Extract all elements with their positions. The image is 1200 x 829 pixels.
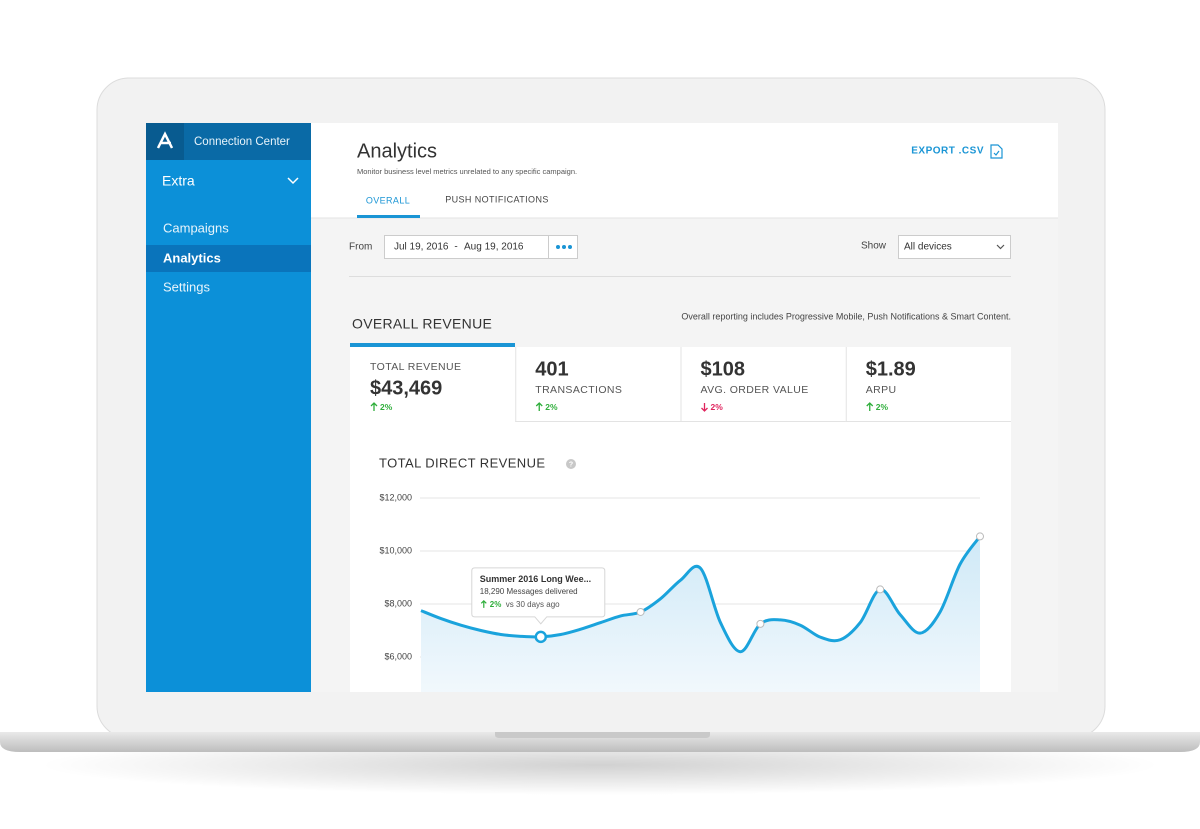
end-date: Aug 19, 2016 [464,242,524,253]
metric-change: 2% [876,402,889,412]
logo-box [146,123,184,160]
trend-arrow [480,600,487,608]
point-marker [636,607,645,616]
header [311,123,1058,218]
point-marker [756,619,765,628]
export-button[interactable]: EXPORT .CSV [911,146,984,157]
tooltip-comparison: vs 30 days ago [506,600,560,609]
metric-label: TRANSACTIONS [535,384,622,396]
menu-active [146,245,311,272]
sidebar [146,123,311,692]
area [421,536,980,692]
logo [156,131,174,149]
point-marker [876,585,885,594]
notch [495,732,710,738]
metric-change: 2% [711,402,724,412]
app-name: Connection Center [194,136,290,148]
date-separator: - [454,242,457,253]
metric-change: 2% [545,402,558,412]
menu-item[interactable]: Analytics [163,250,221,265]
y-tick-label: $6,000 [384,651,412,661]
trend-arrow [535,402,543,411]
metric-label: AVG. ORDER VALUE [701,384,809,396]
metric-value: $43,469 [370,377,442,399]
metric-label: TOTAL REVENUE [370,361,461,373]
trend-arrow [866,402,874,411]
screen: Connection Center Extra Campaigns Analyt… [146,123,1058,692]
menu-item[interactable]: Settings [163,279,210,294]
section-note: Overall reporting includes Progressive M… [681,311,1011,321]
tooltip-title: Summer 2016 Long Wee... [480,574,591,584]
tab-underline [357,215,420,218]
chevron[interactable] [287,177,299,185]
start-date: Jul 19, 2016 [394,242,449,253]
tooltip-detail: 18,290 Messages delivered [480,587,578,596]
from-label: From [349,242,372,253]
point-highlight [534,630,548,644]
page-title: Analytics [357,140,437,162]
chevron[interactable] [996,244,1005,250]
trend-arrow [701,403,708,412]
device-select[interactable] [898,235,1011,259]
card-active [350,343,515,347]
device: All devices [904,242,952,253]
metric-value: $108 [701,358,746,380]
date-range[interactable] [384,235,578,259]
tab[interactable]: PUSH NOTIFICATIONS [445,194,549,204]
help-icon[interactable]: ? [569,461,573,468]
section-title: OVERALL REVENUE [352,316,492,332]
y-tick-label: $10,000 [379,545,412,555]
metric-value: $1.89 [866,358,916,380]
metric-value: 401 [535,358,568,380]
more-button[interactable] [556,245,572,249]
point-marker [976,532,984,541]
metric-label: ARPU [866,384,897,396]
page-subtitle: Monitor business level metrics unrelated… [357,167,577,176]
show-label: Show [861,241,887,252]
help-icon[interactable] [566,459,576,469]
tab[interactable]: OVERALL [366,195,410,205]
menu-item[interactable]: Campaigns [163,220,229,235]
metric-change: 2% [380,402,393,412]
export-icon[interactable] [990,144,1003,159]
workspace[interactable]: Extra [162,173,195,189]
laptop-base [0,732,1200,752]
tooltip [471,567,606,625]
trend-arrow [370,402,378,411]
tooltip-change: 2% [490,600,502,609]
y-tick-label: $8,000 [384,598,412,608]
chart-title: TOTAL DIRECT REVENUE [379,455,545,470]
line [420,535,982,654]
y-tick-label: $12,000 [379,492,412,502]
